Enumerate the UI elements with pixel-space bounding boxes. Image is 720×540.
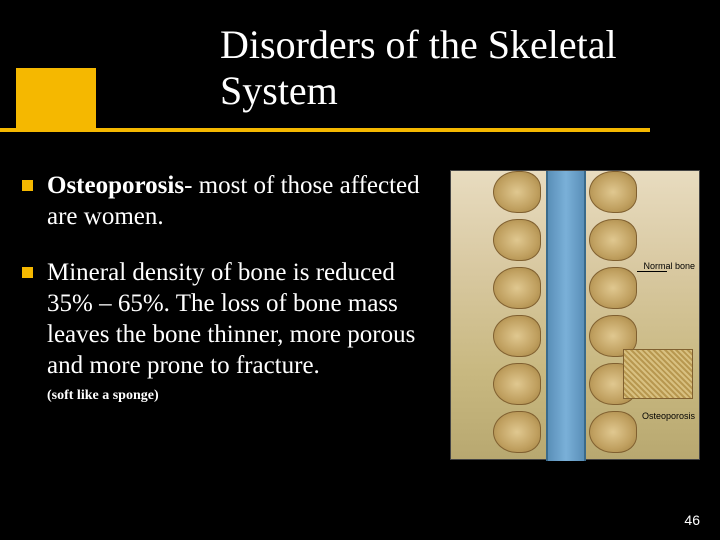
vertebrae-right [589,171,639,459]
content-area: Osteoporosis- most of those affected are… [22,170,422,404]
bullet-icon [22,180,33,191]
bone-diagram-image: Normal bone Osteoporosis [450,170,700,460]
bullet-item: Mineral density of bone is reduced 35% –… [22,257,422,382]
slide-title: Disorders of the Skeletal System [220,22,670,114]
bullet-rest: Mineral density of bone is reduced 35% –… [47,259,415,380]
page-number: 46 [684,512,700,528]
title-underline [0,128,650,132]
note-text: (soft like a sponge) [47,388,422,404]
bullet-bold: Osteoporosis [47,172,184,199]
bullet-text: Osteoporosis- most of those affected are… [47,170,422,233]
accent-block [16,68,96,130]
bullet-icon [22,267,33,278]
label-normal-bone: Normal bone [643,261,695,271]
bullet-text: Mineral density of bone is reduced 35% –… [47,257,422,382]
bullet-item: Osteoporosis- most of those affected are… [22,170,422,233]
label-osteoporosis: Osteoporosis [642,411,695,421]
osteo-sample [623,349,693,399]
vertebrae-left [493,171,543,459]
spine-graphic [546,171,586,461]
label-line [637,271,667,272]
